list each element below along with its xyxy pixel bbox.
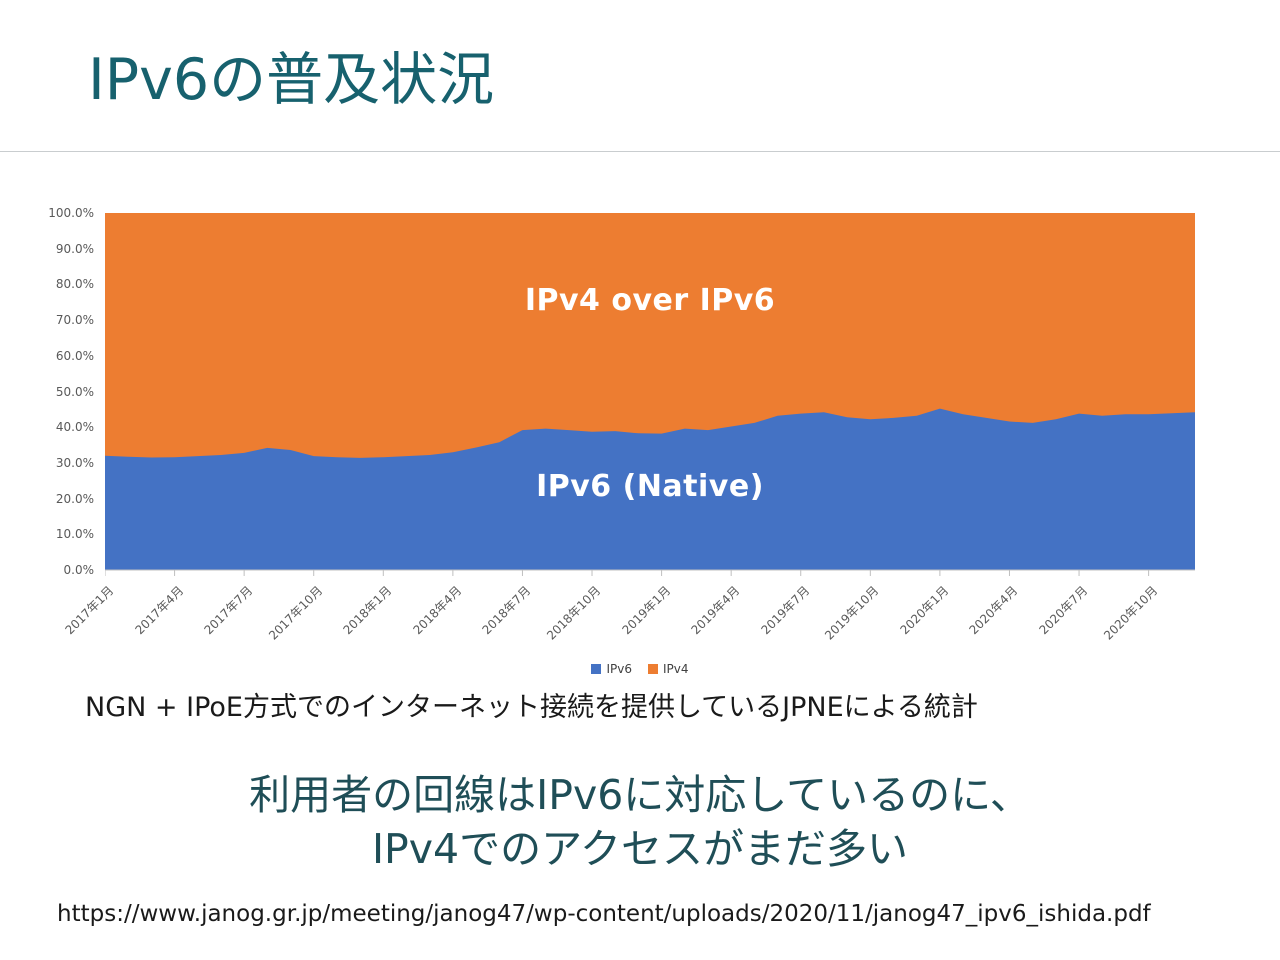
y-tick-label: 60.0% xyxy=(55,348,94,363)
key-message-line2: IPv4でのアクセスがまだ多い xyxy=(371,825,909,874)
ipv6-area xyxy=(105,408,1195,570)
x-tick-label: 2020年10月 xyxy=(1100,583,1160,643)
x-tick-label: 2018年1月 xyxy=(340,583,395,638)
chart-caption: NGN + IPoE方式でのインターネット接続を提供しているJPNEによる統計 xyxy=(85,692,978,723)
y-tick-label: 40.0% xyxy=(55,420,94,435)
slide-title: IPv6の普及状況 xyxy=(88,47,495,113)
stacked-area-plot xyxy=(105,213,1195,576)
x-tick-label: 2019年10月 xyxy=(822,583,882,643)
legend-item-ipv4: IPv4 xyxy=(648,662,689,676)
y-tick-label: 50.0% xyxy=(55,384,94,399)
y-tick-label: 90.0% xyxy=(55,241,94,256)
x-tick-label: 2017年1月 xyxy=(62,583,117,638)
title-divider xyxy=(0,151,1280,152)
legend-label: IPv4 xyxy=(663,662,689,676)
x-tick-label: 2019年7月 xyxy=(758,583,813,638)
x-tick-label: 2019年4月 xyxy=(688,583,743,638)
y-tick-label: 70.0% xyxy=(55,313,94,328)
key-message-line1: 利用者の回線はIPv6に対応しているのに、 xyxy=(249,771,1031,819)
y-tick-label: 30.0% xyxy=(55,455,94,470)
area-label-ipv6-native: IPv6 (Native) xyxy=(536,469,764,504)
y-tick-label: 20.0% xyxy=(55,491,94,506)
x-tick-label: 2018年4月 xyxy=(410,583,465,638)
x-tick-label: 2018年10月 xyxy=(544,583,604,643)
y-tick-label: 10.0% xyxy=(55,527,94,542)
legend-item-ipv6: IPv6 xyxy=(591,662,632,676)
x-tick-label: 2020年4月 xyxy=(966,583,1021,638)
x-tick-label: 2020年7月 xyxy=(1036,583,1091,638)
ipv4-area xyxy=(105,213,1195,570)
y-tick-label: 100.0% xyxy=(48,206,94,220)
chart-legend: IPv6 IPv4 xyxy=(0,662,1280,676)
legend-label: IPv6 xyxy=(606,662,632,676)
legend-swatch-icon xyxy=(591,664,602,674)
key-message: 利用者の回線はIPv6に対応しているのに、 IPv4でのアクセスがまだ多い xyxy=(0,768,1280,876)
y-tick-label: 80.0% xyxy=(55,277,94,292)
x-tick-label: 2017年10月 xyxy=(265,583,326,643)
legend-swatch-icon xyxy=(648,664,658,674)
x-tick-label: 2020年1月 xyxy=(897,583,952,638)
x-tick-label: 2018年7月 xyxy=(479,583,534,638)
source-url: https://www.janog.gr.jp/meeting/janog47/… xyxy=(57,901,1151,927)
y-tick-label: 0.0% xyxy=(63,563,95,577)
x-tick-label: 2019年1月 xyxy=(619,583,673,638)
x-tick-label: 2017年4月 xyxy=(132,583,186,638)
area-label-ipv4-over-ipv6: IPv4 over IPv6 xyxy=(524,283,776,318)
x-tick-label: 2017年7月 xyxy=(201,583,256,638)
